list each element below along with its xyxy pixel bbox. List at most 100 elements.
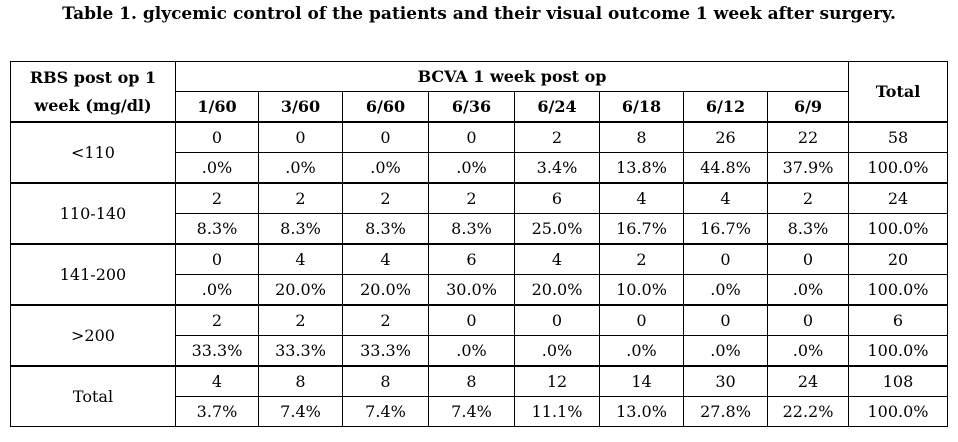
percent-cell: 22.2% — [766, 396, 850, 427]
count-cell: 2 — [428, 182, 515, 214]
column-header: 1/60 — [175, 91, 259, 123]
percent-cell: .0% — [683, 335, 768, 367]
total-percent-cell: 100.0% — [848, 213, 949, 245]
percent-cell: 3.4% — [514, 152, 600, 184]
percent-cell: 13.8% — [599, 152, 684, 184]
column-header: 6/36 — [428, 91, 515, 123]
percent-cell: 16.7% — [683, 213, 768, 245]
percent-cell: 27.8% — [683, 396, 768, 427]
percent-cell: 8.3% — [342, 213, 429, 245]
percent-cell: 20.0% — [342, 274, 429, 306]
total-header: Total — [848, 61, 949, 123]
count-cell: 0 — [175, 121, 259, 153]
count-cell: 8 — [428, 365, 515, 397]
count-cell: 4 — [599, 182, 684, 214]
percent-cell: 7.4% — [428, 396, 515, 427]
count-cell: 0 — [599, 304, 684, 336]
percent-cell: 7.4% — [342, 396, 429, 427]
table-row-percents: .0% .0% .0% .0% 3.4% 13.8% 44.8% 37.9% 100.0% — [11, 152, 949, 184]
count-cell: 4 — [514, 243, 600, 275]
count-cell: 2 — [599, 243, 684, 275]
percent-cell: .0% — [599, 335, 684, 367]
percent-cell: .0% — [175, 152, 259, 184]
row-header: RBS post op 1 week (mg/dl) — [10, 61, 176, 123]
count-cell: 4 — [683, 182, 768, 214]
percent-cell: 37.9% — [766, 152, 850, 184]
column-header: 6/12 — [683, 91, 768, 123]
percent-cell: .0% — [428, 152, 515, 184]
count-cell: 2 — [514, 121, 600, 153]
percent-cell: .0% — [258, 152, 343, 184]
row-label: 141-200 — [10, 243, 176, 306]
count-cell: 0 — [766, 243, 850, 275]
total-count-cell: 6 — [848, 304, 949, 336]
count-cell: 2 — [175, 304, 259, 336]
percent-cell: 25.0% — [514, 213, 600, 245]
count-cell: 4 — [342, 243, 429, 275]
percent-cell: 7.4% — [258, 396, 343, 427]
total-percent-cell: 100.0% — [848, 335, 949, 367]
count-cell: 0 — [683, 243, 768, 275]
row-label: 110-140 — [10, 182, 176, 245]
percent-cell: 33.3% — [258, 335, 343, 367]
row-label: <110 — [10, 121, 176, 184]
table-row-counts: 110-140 2 2 2 2 6 4 4 2 24 — [10, 182, 949, 245]
count-cell: 0 — [175, 243, 259, 275]
percent-cell: 8.3% — [175, 213, 259, 245]
count-cell: 2 — [342, 182, 429, 214]
percent-cell: .0% — [766, 274, 850, 306]
count-cell: 0 — [428, 304, 515, 336]
table-row-percents: 3.7% 7.4% 7.4% 7.4% 11.1% 13.0% 27.8% 22.2% 100.… — [11, 396, 949, 427]
total-percent-cell: 100.0% — [848, 396, 949, 427]
count-cell: 8 — [258, 365, 343, 397]
group-header: BCVA 1 week post op — [174, 61, 850, 92]
percent-cell: 10.0% — [599, 274, 684, 306]
table-row-percents: .0% 20.0% 20.0% 30.0% 20.0% 10.0% .0% .0% 100.0% — [11, 274, 949, 306]
count-cell: 0 — [514, 304, 600, 336]
column-header-row: 1/60 3/60 6/60 6/36 6/24 6/18 6/12 6/9 — [11, 91, 948, 123]
percent-cell: 8.3% — [766, 213, 850, 245]
results-table: RBS post op 1 week (mg/dl) BCVA 1 week p… — [10, 61, 949, 427]
percent-cell: 11.1% — [514, 396, 600, 427]
count-cell: 2 — [342, 304, 429, 336]
total-count-cell: 108 — [848, 365, 949, 397]
table-row-counts: >200 2 2 2 0 0 0 0 0 6 — [10, 304, 949, 367]
percent-cell: .0% — [342, 152, 429, 184]
percent-cell: .0% — [428, 335, 515, 367]
count-cell: 2 — [766, 182, 850, 214]
percent-cell: 44.8% — [683, 152, 768, 184]
percent-cell: 16.7% — [599, 213, 684, 245]
percent-cell: 33.3% — [175, 335, 259, 367]
percent-cell: 8.3% — [428, 213, 515, 245]
column-header: 3/60 — [258, 91, 343, 123]
table-row-counts: 141-200 0 4 4 6 4 2 0 0 20 — [10, 243, 949, 306]
percent-cell: 13.0% — [599, 396, 684, 427]
total-count-cell: 58 — [848, 121, 949, 153]
table-row-percents: 33.3% 33.3% 33.3% .0% .0% .0% .0% .0% 100.0% — [11, 335, 949, 367]
percent-cell: .0% — [514, 335, 600, 367]
count-cell: 6 — [428, 243, 515, 275]
percent-cell: .0% — [766, 335, 850, 367]
total-percent-cell: 100.0% — [848, 274, 949, 306]
column-header: 6/18 — [599, 91, 684, 123]
total-percent-cell: 100.0% — [848, 152, 949, 184]
count-cell: 4 — [258, 243, 343, 275]
table-row-counts: <110 0 0 0 0 2 8 26 22 58 — [10, 121, 949, 184]
table-caption: Table 1. glycemic control of the patient… — [62, 4, 896, 24]
count-cell: 12 — [514, 365, 600, 397]
count-cell: 8 — [342, 365, 429, 397]
count-cell: 30 — [683, 365, 768, 397]
row-label: >200 — [10, 304, 176, 367]
percent-cell: 3.7% — [175, 396, 259, 427]
percent-cell: 20.0% — [514, 274, 600, 306]
count-cell: 0 — [683, 304, 768, 336]
total-count-cell: 20 — [848, 243, 949, 275]
count-cell: 26 — [683, 121, 768, 153]
count-cell: 0 — [766, 304, 850, 336]
percent-cell: .0% — [175, 274, 259, 306]
count-cell: 6 — [514, 182, 600, 214]
percent-cell: 20.0% — [258, 274, 343, 306]
count-cell: 14 — [599, 365, 684, 397]
percent-cell: 33.3% — [342, 335, 429, 367]
count-cell: 0 — [428, 121, 515, 153]
